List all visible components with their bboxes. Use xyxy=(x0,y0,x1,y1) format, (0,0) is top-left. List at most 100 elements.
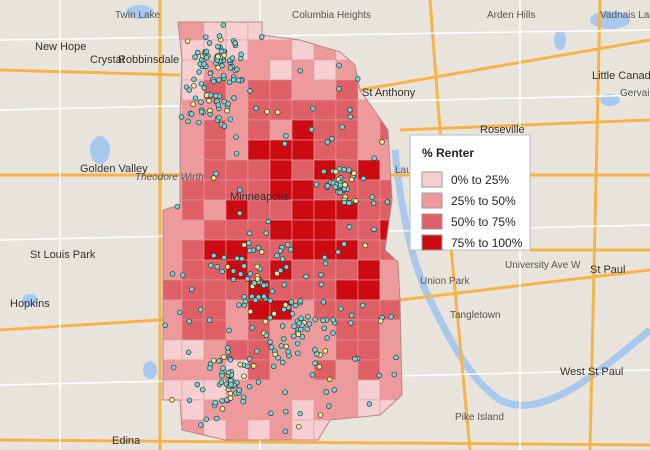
point xyxy=(216,33,223,39)
point xyxy=(271,310,277,317)
tract xyxy=(247,39,271,61)
point xyxy=(224,345,231,351)
place: Minneapolis xyxy=(230,191,289,203)
point xyxy=(174,203,181,210)
point xyxy=(233,150,240,157)
point xyxy=(215,43,221,50)
point xyxy=(210,78,217,85)
point xyxy=(214,415,220,422)
point xyxy=(324,183,331,189)
point xyxy=(341,241,347,247)
tract xyxy=(335,399,359,421)
place: Golden Valley xyxy=(80,163,148,175)
point xyxy=(324,139,331,145)
point xyxy=(261,293,267,300)
point xyxy=(198,80,205,87)
point xyxy=(336,166,343,172)
point xyxy=(268,410,274,417)
tract xyxy=(335,119,359,141)
legend-swatch xyxy=(421,213,443,230)
point xyxy=(201,61,207,67)
point xyxy=(336,62,342,69)
point xyxy=(216,77,222,83)
point xyxy=(186,397,193,404)
point xyxy=(338,305,344,312)
point xyxy=(329,136,335,142)
point xyxy=(384,199,391,205)
point xyxy=(277,267,284,274)
tract xyxy=(269,59,293,81)
tract xyxy=(357,179,381,201)
point xyxy=(251,280,258,286)
tract xyxy=(357,279,381,301)
place: Tangletown xyxy=(450,310,501,321)
place: Crystal xyxy=(90,54,124,66)
point xyxy=(303,273,309,280)
point xyxy=(359,302,366,309)
place: Edina xyxy=(112,435,141,447)
point xyxy=(246,247,253,254)
point xyxy=(287,246,294,253)
point xyxy=(346,167,352,173)
point xyxy=(326,403,332,409)
tract xyxy=(291,239,315,261)
point xyxy=(246,240,252,246)
point xyxy=(282,302,289,308)
point xyxy=(215,64,221,71)
place: University Ave W xyxy=(505,260,581,271)
point xyxy=(207,70,214,77)
point xyxy=(199,386,206,393)
points xyxy=(162,22,399,435)
point xyxy=(207,262,214,269)
point xyxy=(267,314,273,321)
point xyxy=(206,98,212,104)
tract xyxy=(203,279,227,301)
tract xyxy=(335,319,359,341)
tract xyxy=(269,139,293,161)
point xyxy=(233,134,239,140)
point xyxy=(206,40,213,46)
point xyxy=(321,325,328,331)
tract xyxy=(269,319,293,341)
tract xyxy=(247,159,271,181)
tract xyxy=(357,259,381,281)
tract xyxy=(291,379,315,401)
tract xyxy=(357,379,381,401)
tract xyxy=(247,139,271,161)
place: Vadnais Lake xyxy=(600,10,650,21)
legend-title: % Renter xyxy=(422,146,474,160)
point xyxy=(317,412,324,418)
point xyxy=(279,359,286,366)
point xyxy=(324,335,330,341)
point xyxy=(348,312,355,319)
point xyxy=(377,318,384,324)
point xyxy=(285,241,291,248)
point xyxy=(213,93,219,99)
point xyxy=(371,226,377,233)
point xyxy=(230,268,237,274)
point xyxy=(241,242,247,248)
place: Gervais xyxy=(620,88,650,99)
point xyxy=(237,271,244,277)
point xyxy=(366,401,373,407)
point xyxy=(281,282,288,288)
place: Columbia Heights xyxy=(292,10,371,21)
place: Arden Hills xyxy=(487,10,535,21)
point xyxy=(192,54,198,60)
point xyxy=(322,260,329,267)
point xyxy=(188,286,195,292)
legend-swatch xyxy=(421,171,443,188)
tract xyxy=(357,299,381,321)
point xyxy=(347,107,353,113)
point xyxy=(346,200,352,206)
point xyxy=(280,336,287,342)
point xyxy=(198,109,205,115)
point xyxy=(254,348,260,354)
point xyxy=(203,34,209,40)
point xyxy=(313,181,320,188)
tract xyxy=(225,259,249,281)
point xyxy=(318,281,325,288)
point xyxy=(237,361,243,368)
point xyxy=(255,245,262,251)
